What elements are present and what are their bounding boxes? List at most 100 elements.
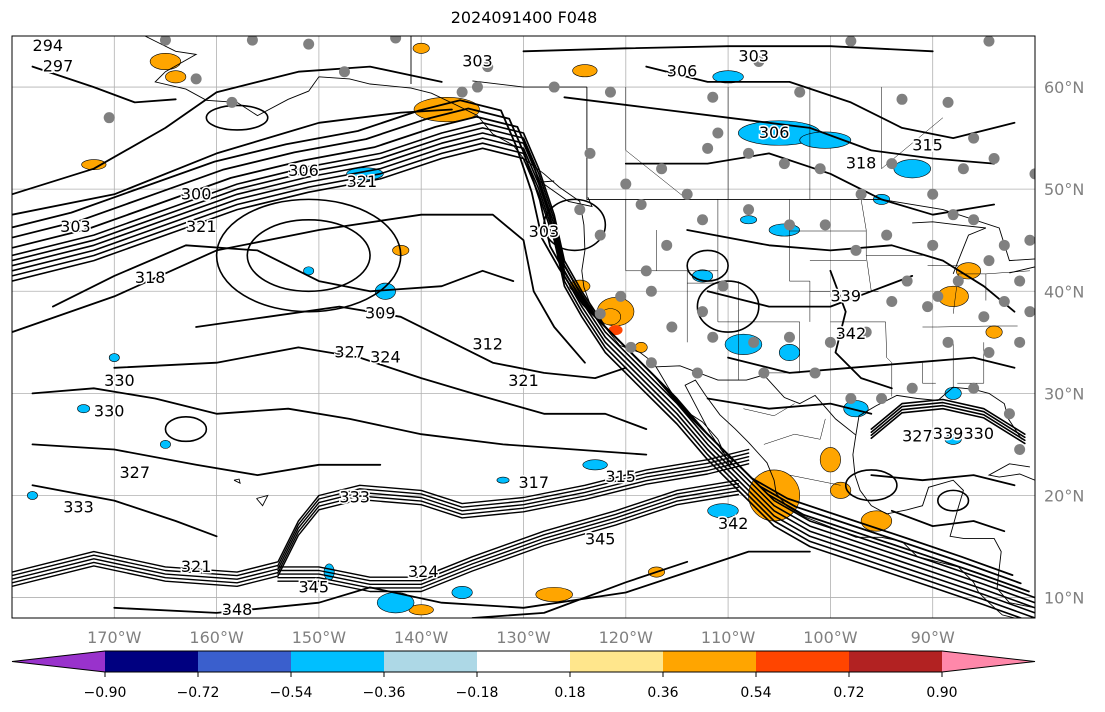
contour-line	[890, 509, 1006, 533]
contour-label: 324	[408, 562, 439, 581]
station-marker	[968, 214, 980, 226]
station-marker	[881, 229, 893, 241]
colorbar-segment	[663, 651, 757, 672]
contour-line	[12, 456, 750, 580]
contour-loop	[844, 469, 898, 502]
positive-anomaly-patch	[165, 70, 187, 84]
contour-label: 315	[605, 467, 636, 486]
station-marker	[942, 96, 954, 108]
contour-label: 303	[462, 52, 493, 71]
contour-line	[31, 484, 218, 538]
station-marker	[1003, 408, 1015, 420]
lon-tick-label: 90°W	[911, 628, 955, 647]
station-marker	[1014, 275, 1026, 287]
contour-line	[31, 65, 177, 104]
negative-anomaly-patch	[799, 131, 852, 149]
contour-label: 336	[534, 615, 565, 634]
colorbar-extend-low	[12, 651, 105, 672]
contour-label: 330	[104, 371, 135, 390]
station-marker	[625, 341, 637, 353]
lat-tick-label: 20°N	[1044, 486, 1084, 505]
contour-label: 333	[339, 488, 370, 507]
positive-anomaly-patch	[535, 587, 573, 602]
station-marker	[855, 188, 867, 200]
station-marker	[1029, 168, 1035, 180]
contour-line	[870, 398, 1026, 435]
contour-line	[12, 65, 443, 196]
coastline-segment	[987, 463, 1035, 481]
coastline-segment	[586, 87, 1035, 262]
station-marker	[712, 127, 724, 139]
contour-label: 321	[347, 172, 378, 191]
lat-tick-label: 60°N	[1044, 78, 1084, 97]
station-marker	[656, 163, 668, 175]
station-marker	[697, 214, 709, 226]
station-marker	[681, 188, 693, 200]
contour-label: 303	[738, 46, 769, 65]
contour-line	[12, 99, 1014, 576]
positive-anomaly-patch	[985, 325, 1003, 339]
station-marker	[927, 188, 939, 200]
station-marker	[947, 209, 959, 221]
station-marker	[691, 367, 703, 379]
contour-label: 327	[119, 463, 150, 482]
negative-anomaly-patch	[160, 440, 171, 449]
colorbar-segment	[384, 651, 478, 672]
station-marker	[942, 336, 954, 348]
map-frame	[11, 35, 1036, 619]
contour-label: 312	[472, 334, 503, 353]
contour-line	[12, 452, 750, 577]
contour-label: 330	[94, 402, 125, 421]
contour-line	[706, 275, 914, 308]
contour-loop	[205, 104, 269, 131]
station-marker	[758, 367, 770, 379]
lon-tick-label: 130°W	[496, 628, 551, 647]
contour-label: 327	[334, 343, 365, 362]
station-marker	[998, 239, 1010, 251]
station-marker	[983, 347, 995, 359]
positive-anomaly-patch	[572, 64, 598, 78]
station-marker	[390, 36, 402, 44]
negative-anomaly-patch	[27, 491, 38, 500]
political-boundary	[922, 325, 1018, 328]
lon-tick-label: 150°W	[292, 628, 347, 647]
colorbar-segment	[570, 651, 664, 672]
negative-anomaly-patch	[944, 433, 962, 445]
contour-label: 303	[529, 222, 560, 241]
lon-tick-label: 100°W	[803, 628, 858, 647]
station-marker	[901, 275, 913, 287]
contour-loop	[696, 280, 760, 333]
positive-anomaly-patch	[81, 159, 107, 171]
station-marker	[968, 382, 980, 394]
station-marker	[338, 66, 350, 78]
political-boundary	[763, 418, 826, 445]
coastline-segment	[256, 494, 269, 507]
station-marker	[1014, 336, 1026, 348]
contour-label: 339	[830, 286, 861, 305]
station-marker	[886, 295, 898, 307]
contour-loop	[215, 198, 402, 313]
negative-anomaly-patch	[303, 266, 315, 276]
contour-line	[829, 269, 893, 390]
station-marker	[666, 321, 678, 333]
contour-line	[12, 459, 750, 584]
station-marker	[594, 229, 606, 241]
station-marker	[850, 244, 862, 256]
contour-line	[12, 142, 1035, 618]
station-marker	[226, 96, 238, 108]
contour-line	[12, 122, 1035, 599]
lat-tick-label: 30°N	[1044, 384, 1084, 403]
station-marker	[190, 73, 202, 85]
station-marker	[707, 331, 719, 343]
contour-line	[706, 397, 873, 415]
contour-line	[12, 463, 750, 587]
contour-line	[624, 152, 995, 216]
contour-label: 300	[181, 184, 212, 203]
negative-anomaly-patch	[346, 167, 384, 181]
colorbar-tick-label: 0.54	[740, 685, 771, 701]
colorbar-segment	[291, 651, 385, 672]
map-title: 2024091400 F048	[450, 8, 598, 27]
station-marker	[702, 142, 714, 154]
contour-label: 321	[508, 371, 539, 390]
